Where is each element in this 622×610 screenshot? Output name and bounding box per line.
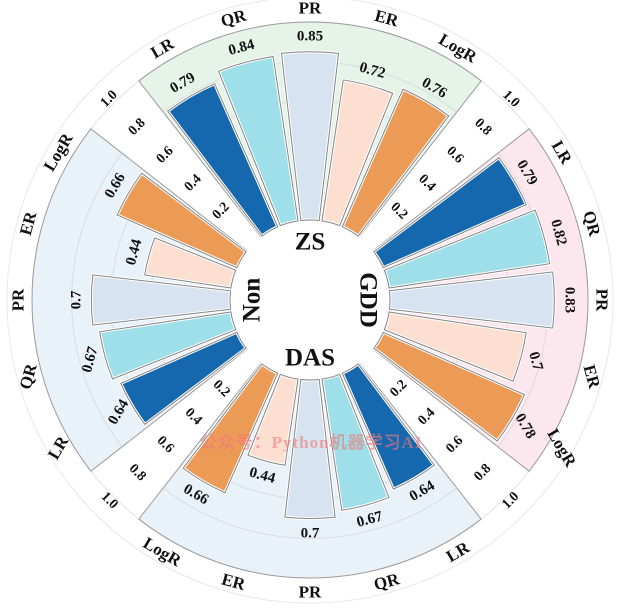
bar-Non-ER: [144, 237, 237, 289]
radial-tick-135-0.8: 0.8: [126, 116, 149, 139]
bar-GDD-LogR: [373, 331, 526, 442]
radial-tick-45-0.2: 0.2: [387, 200, 410, 223]
value-label-Non-ER: 0.44: [123, 237, 145, 267]
value-label-Non-QR: 0.67: [79, 344, 101, 374]
radial-tick-135-0.2: 0.2: [210, 200, 233, 223]
radial-tick-45-0.6: 0.6: [443, 144, 466, 167]
value-label-ZS-QR: 0.84: [227, 37, 257, 59]
value-label-Non-PR: 0.7: [68, 290, 84, 309]
quadrant-label-ZS: ZS: [295, 229, 326, 256]
bar-GDD-PR: [388, 271, 555, 329]
radial-tick-135-0.4: 0.4: [182, 172, 205, 195]
radial-tick-315-0.4: 0.4: [415, 405, 438, 428]
value-label-GDD-PR: 0.83: [561, 287, 577, 313]
bar-ZS-QR: [217, 55, 299, 227]
value-label-GDD-ER: 0.7: [525, 350, 545, 373]
bar-Non-LR: [120, 331, 247, 426]
value-label-ZS-ER: 0.72: [358, 60, 388, 82]
radial-tick-315-0.6: 0.6: [443, 433, 466, 456]
bar-GDD-QR: [383, 209, 551, 289]
radial-tick-315-0.2: 0.2: [387, 377, 410, 400]
outer-frame-circle: [6, 0, 614, 604]
bar-Non-PR: [90, 274, 232, 326]
category-label-GDD-PR: PR: [593, 289, 612, 312]
quadrant-label-GDD: GDD: [355, 272, 382, 328]
center-hole: [232, 222, 388, 378]
bar-GDD-LR: [373, 157, 527, 269]
category-label-Non-QR: QR: [16, 361, 41, 391]
radial-tick-315-1.0: 1.0: [499, 489, 522, 512]
category-label-GDD-LogR: LogR: [543, 425, 580, 470]
value-label-DAS-PR: 0.7: [301, 526, 320, 542]
bar-ZS-LR: [167, 83, 279, 237]
bar-ZS-PR: [280, 51, 340, 222]
quadrant-label-DAS: DAS: [285, 345, 335, 372]
radial-tick-45-0.8: 0.8: [471, 116, 494, 139]
quadrant-label-Non: Non: [239, 278, 266, 323]
category-label-Non-PR: PR: [9, 288, 28, 311]
radial-tick-225-0.8: 0.8: [126, 461, 149, 484]
radial-tick-315-0.8: 0.8: [471, 461, 494, 484]
value-label-ZS-PR: 0.85: [297, 29, 323, 45]
radial-tick-45-1.0: 1.0: [499, 88, 522, 111]
radial-tick-225-0.6: 0.6: [154, 433, 177, 456]
value-label-DAS-QR: 0.67: [355, 508, 385, 530]
category-label-DAS-PR: PR: [299, 583, 322, 602]
bar-ZS-LogR: [341, 88, 450, 237]
value-label-DAS-ER: 0.44: [247, 465, 277, 487]
value-label-GDD-QR: 0.82: [547, 218, 569, 248]
bar-ZS-ER: [321, 79, 394, 227]
gridline-DAS-0.8: [162, 487, 458, 539]
bar-DAS-LR: [341, 363, 436, 490]
bar-DAS-ER: [247, 373, 299, 466]
bar-DAS-PR: [284, 378, 336, 520]
bar-Non-QR: [99, 311, 237, 380]
bar-GDD-ER: [383, 311, 527, 382]
radial-tick-225-0.4: 0.4: [182, 405, 205, 428]
radial-tick-225-0.2: 0.2: [210, 377, 233, 400]
radial-tick-135-1.0: 1.0: [98, 88, 121, 111]
category-label-ZS-PR: PR: [299, 0, 322, 18]
radial-tick-45-0.4: 0.4: [415, 172, 438, 195]
bar-Non-LogR: [116, 172, 247, 269]
gridline-Non-0.8: [71, 152, 123, 448]
radial-tick-225-1.0: 1.0: [98, 489, 121, 512]
radial-tick-135-0.6: 0.6: [154, 144, 177, 167]
bar-DAS-QR: [321, 373, 390, 511]
bar-DAS-LogR: [182, 363, 279, 494]
